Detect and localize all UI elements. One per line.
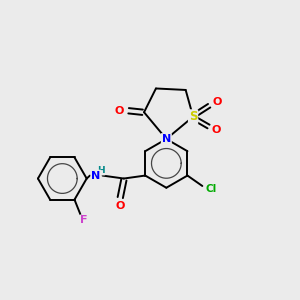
Text: O: O bbox=[115, 106, 124, 116]
Text: N: N bbox=[162, 134, 171, 144]
Text: O: O bbox=[212, 125, 221, 135]
Text: S: S bbox=[189, 110, 197, 123]
Text: O: O bbox=[116, 202, 125, 212]
Text: F: F bbox=[80, 215, 88, 225]
Text: O: O bbox=[213, 97, 222, 107]
Text: H: H bbox=[97, 166, 105, 175]
Text: N: N bbox=[91, 171, 101, 181]
Text: Cl: Cl bbox=[205, 184, 216, 194]
